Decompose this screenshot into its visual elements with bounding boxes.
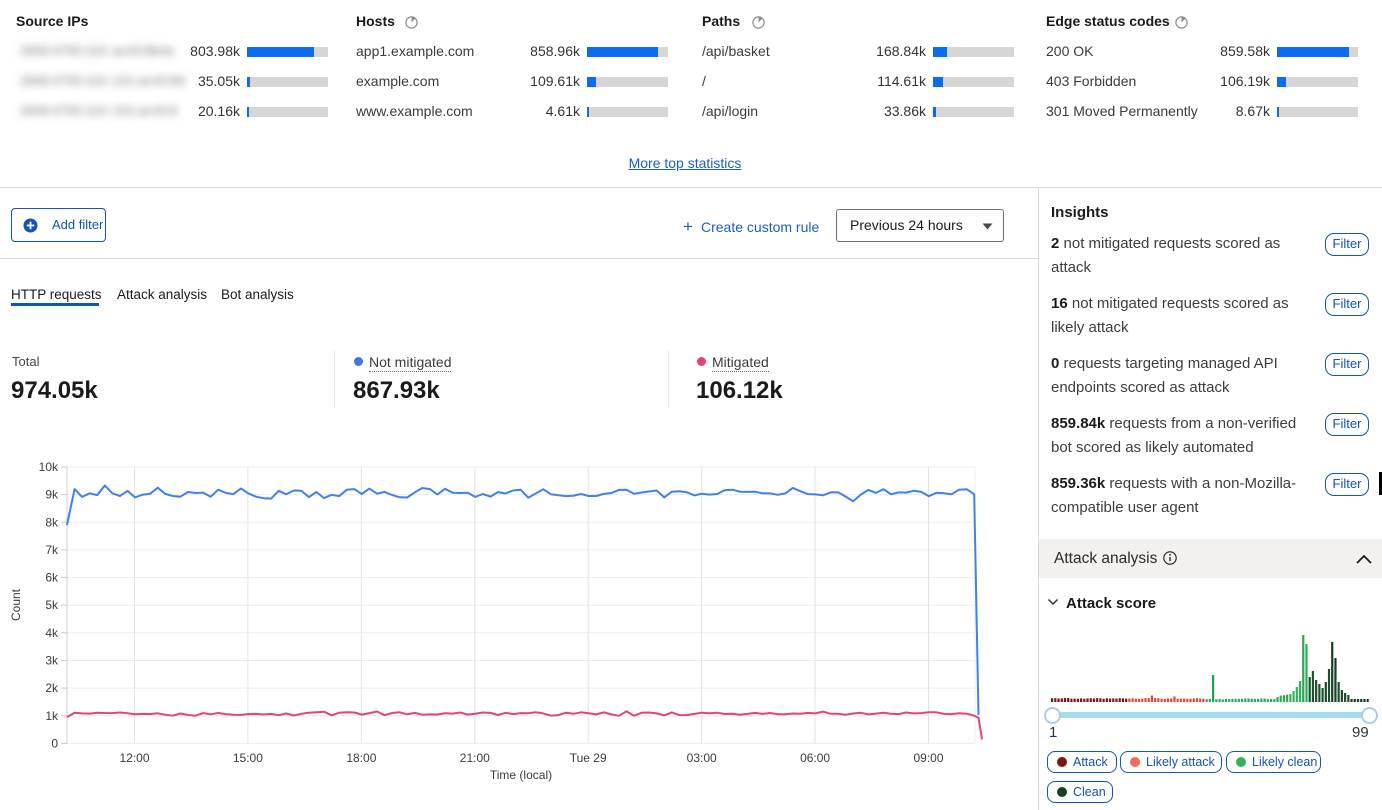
svg-text:Count: Count <box>9 588 23 621</box>
svg-text:15:00: 15:00 <box>233 751 263 765</box>
svg-text:Time (local): Time (local) <box>490 768 552 782</box>
svg-text:21:00: 21:00 <box>460 751 490 765</box>
svg-text:9k: 9k <box>45 488 59 502</box>
svg-text:18:00: 18:00 <box>346 751 376 765</box>
svg-text:09:00: 09:00 <box>913 751 943 765</box>
svg-text:0: 0 <box>51 736 58 750</box>
svg-text:5k: 5k <box>45 598 59 612</box>
svg-text:2k: 2k <box>45 681 59 695</box>
svg-text:1k: 1k <box>45 709 59 723</box>
svg-text:03:00: 03:00 <box>687 751 717 765</box>
svg-text:10k: 10k <box>39 460 59 474</box>
svg-text:6k: 6k <box>45 571 59 585</box>
svg-text:Tue 29: Tue 29 <box>570 751 607 765</box>
svg-text:06:00: 06:00 <box>800 751 830 765</box>
svg-text:8k: 8k <box>45 515 59 529</box>
svg-text:3k: 3k <box>45 654 59 668</box>
svg-text:7k: 7k <box>45 543 59 557</box>
svg-text:4k: 4k <box>45 626 59 640</box>
svg-text:12:00: 12:00 <box>119 751 149 765</box>
